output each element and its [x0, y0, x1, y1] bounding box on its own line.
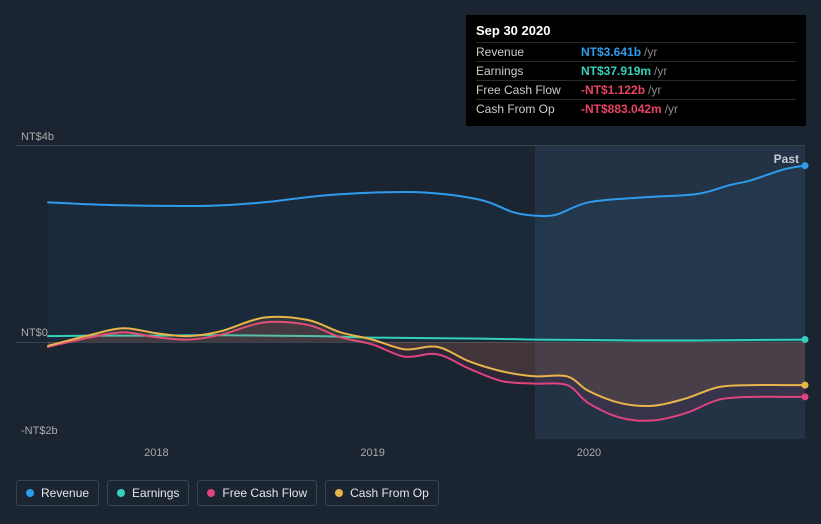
series-endpoint [802, 393, 809, 400]
past-label: Past [774, 152, 799, 166]
tooltip-row-label: Revenue [476, 44, 581, 60]
legend-label: Free Cash Flow [222, 486, 307, 500]
tooltip-card: Sep 30 2020 RevenueNT$3.641b/yrEarningsN… [466, 15, 806, 126]
x-axis-label: 2019 [360, 447, 384, 459]
tooltip-row: Free Cash Flow-NT$1.122b/yr [476, 80, 796, 99]
tooltip-date: Sep 30 2020 [476, 23, 796, 42]
tooltip-row-value: NT$3.641b [581, 45, 641, 59]
series-endpoint [802, 382, 809, 389]
tooltip-row-unit: /yr [644, 45, 657, 59]
legend-dot [335, 489, 343, 497]
chart-legend: Revenue Earnings Free Cash Flow Cash From O… [16, 480, 439, 506]
chart-lines [16, 146, 805, 439]
legend-item[interactable]: Cash From Op [325, 480, 439, 506]
legend-label: Revenue [41, 486, 89, 500]
tooltip-row-value: -NT$883.042m [581, 102, 662, 116]
legend-label: Earnings [132, 486, 179, 500]
tooltip-row-label: Earnings [476, 63, 581, 79]
legend-label: Cash From Op [350, 486, 429, 500]
tooltip-row-unit: /yr [665, 102, 678, 116]
series-endpoint [802, 162, 809, 169]
x-axis-label: 2018 [144, 447, 168, 459]
tooltip-row-label: Free Cash Flow [476, 82, 581, 98]
tooltip-row: RevenueNT$3.641b/yr [476, 42, 796, 61]
tooltip-row-unit: /yr [654, 64, 667, 78]
legend-item[interactable]: Free Cash Flow [197, 480, 317, 506]
tooltip-row-unit: /yr [648, 83, 661, 97]
legend-item[interactable]: Revenue [16, 480, 99, 506]
tooltip-row: EarningsNT$37.919m/yr [476, 61, 796, 80]
tooltip-row-value: NT$37.919m [581, 64, 651, 78]
chart-plot-area[interactable]: Past [16, 145, 805, 439]
financials-chart: NT$4bNT$0-NT$2b Past 201820192020 [16, 115, 805, 465]
legend-item[interactable]: Earnings [107, 480, 189, 506]
legend-dot [207, 489, 215, 497]
x-axis-label: 2020 [577, 447, 601, 459]
legend-dot [117, 489, 125, 497]
tooltip-row-value: -NT$1.122b [581, 83, 645, 97]
legend-dot [26, 489, 34, 497]
y-axis-label: NT$4b [21, 131, 54, 143]
